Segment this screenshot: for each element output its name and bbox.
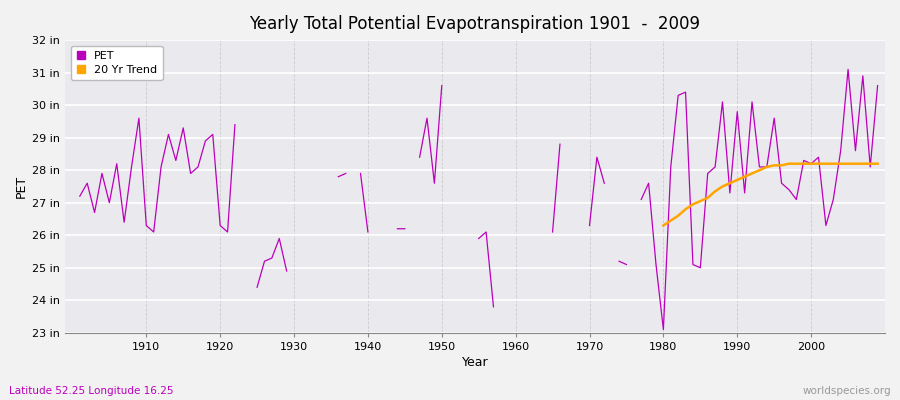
Title: Yearly Total Potential Evapotranspiration 1901  -  2009: Yearly Total Potential Evapotranspiratio…: [249, 15, 700, 33]
Legend: PET, 20 Yr Trend: PET, 20 Yr Trend: [70, 46, 163, 80]
Text: worldspecies.org: worldspecies.org: [803, 386, 891, 396]
X-axis label: Year: Year: [462, 356, 489, 369]
Y-axis label: PET: PET: [15, 175, 28, 198]
Text: Latitude 52.25 Longitude 16.25: Latitude 52.25 Longitude 16.25: [9, 386, 174, 396]
